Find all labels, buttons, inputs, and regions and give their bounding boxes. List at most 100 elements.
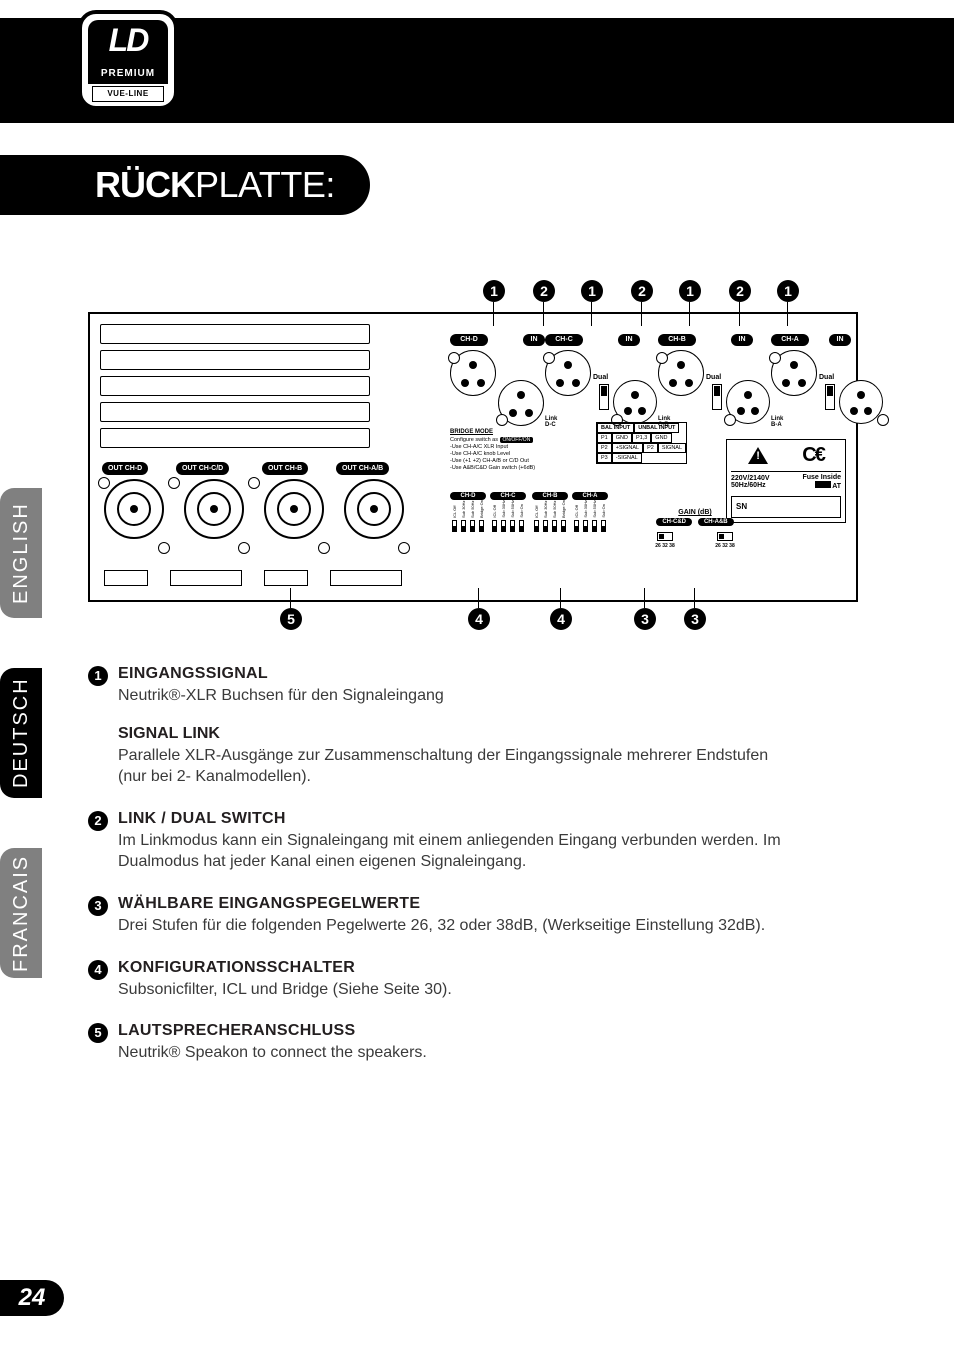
mount-hole-icon <box>318 542 330 554</box>
pinout-box <box>104 570 148 586</box>
callout-3: 3 <box>634 608 656 630</box>
speakon-label: OUT CH-C/D <box>176 462 229 475</box>
lang-tab-francais[interactable]: FRANCAIS <box>0 848 42 978</box>
dip-block-a: CH-A ICL OffSub 30HzSub 50HzSub On <box>572 492 608 534</box>
warning-icon <box>748 447 768 464</box>
xlr-group-d: CH-D IN LinkD-C <box>450 334 545 429</box>
dual-label: Dual <box>593 374 608 381</box>
item-title: LINK / DUAL SWITCH <box>118 810 858 828</box>
callout-2: 2 <box>729 280 751 302</box>
page-number: 24 <box>0 1280 64 1316</box>
xlr-group-b: CH-B IN Dual LinkB-A <box>658 334 753 429</box>
item-body: Im Linkmodus kann ein Signaleingang mit … <box>118 830 858 873</box>
speakon-connector-icon <box>344 479 404 539</box>
bullet-3: 3 <box>88 896 108 916</box>
item-body: Neutrik®-XLR Buchsen für den Signaleinga… <box>118 685 858 707</box>
callout-3: 3 <box>684 608 706 630</box>
dual-switch-icon <box>712 384 722 410</box>
dip-block-b: CH-B ICL OffSub 30HzSub 50HzBridge On <box>532 492 568 534</box>
vent-slot <box>100 324 370 344</box>
gain-switch-icon <box>717 532 733 541</box>
speakon-connector-icon <box>264 479 324 539</box>
dip-block-c: CH-C ICL OffSub 30HzSub 50HzSub On <box>490 492 526 534</box>
mount-hole-icon <box>248 477 260 489</box>
speakon-label: OUT CH-A/B <box>336 462 389 475</box>
gain-switch-icon <box>657 532 673 541</box>
speakon-connector-icon <box>104 479 164 539</box>
in-label: IN <box>618 334 640 346</box>
dual-label: Dual <box>819 374 834 381</box>
callout-2: 2 <box>533 280 555 302</box>
xlr-label: CH-D <box>450 334 488 346</box>
vent-slot <box>100 350 370 370</box>
dual-label: Dual <box>706 374 721 381</box>
callout-1: 1 <box>679 280 701 302</box>
item-4: 4 KONFIGURATIONSSCHALTER Subsonicfilter,… <box>88 959 858 1001</box>
callout-4: 4 <box>468 608 490 630</box>
item-5: 5 LAUTSPRECHERANSCHLUSS Neutrik® Speakon… <box>88 1022 858 1064</box>
bullet-5: 5 <box>88 1023 108 1043</box>
in-label: IN <box>829 334 851 346</box>
item-subtitle: SIGNAL LINK <box>118 725 858 743</box>
dip-block-d: CH-D ICL OffSub 30HzSub 50HzBridge On <box>450 492 486 534</box>
dual-switch-icon <box>825 384 835 410</box>
callout-4: 4 <box>550 608 572 630</box>
item-body: Drei Stufen für die folgenden Pegelwerte… <box>118 915 858 937</box>
callout-1: 1 <box>483 280 505 302</box>
item-2: 2 LINK / DUAL SWITCH Im Linkmodus kann e… <box>88 810 858 873</box>
xlr-label: CH-A <box>771 334 809 346</box>
bullet-1: 1 <box>88 666 108 686</box>
content-body: 1 EINGANGSSIGNAL Neutrik®-XLR Buchsen fü… <box>88 665 858 1086</box>
mount-hole-icon <box>238 542 250 554</box>
bullet-4: 4 <box>88 960 108 980</box>
in-label: IN <box>731 334 753 346</box>
item-3: 3 WÄHLBARE EINGANGSPEGELWERTE Drei Stufe… <box>88 895 858 937</box>
xlr-tab-icon <box>496 414 508 426</box>
vent-slot <box>100 428 370 448</box>
item-title: LAUTSPRECHERANSCHLUSS <box>118 1022 858 1040</box>
mount-hole-icon <box>98 477 110 489</box>
callout-1: 1 <box>581 280 603 302</box>
xlr-label: CH-C <box>545 334 583 346</box>
item-title: KONFIGURATIONSSCHALTER <box>118 959 858 977</box>
vent-slot <box>100 402 370 422</box>
bullet-2: 2 <box>88 811 108 831</box>
pinout-box <box>330 570 402 586</box>
logo-main: LD <box>88 20 168 64</box>
in-label: IN <box>523 334 545 346</box>
item-title: WÄHLBARE EINGANGSPEGELWERTE <box>118 895 858 913</box>
item-title: EINGANGSSIGNAL <box>118 665 858 683</box>
xlr-tab-icon <box>656 352 668 364</box>
bridge-heading: BRIDGE MODE <box>450 429 590 437</box>
gain-block: GAIN (dB) CH-C&D CH-A&B 26 32 38 26 32 3… <box>635 509 755 549</box>
callout-5: 5 <box>280 608 302 630</box>
lang-tab-deutsch[interactable]: DEUTSCH <box>0 668 42 798</box>
xlr-group-c: CH-C IN Dual LinkC-B <box>545 334 640 429</box>
item-body: Subsonicfilter, ICL und Bridge (Siehe Se… <box>118 979 858 1001</box>
title-bold: RÜCK <box>95 164 195 206</box>
callout-1: 1 <box>777 280 799 302</box>
item-subbody: Parallele XLR-Ausgänge zur Zusammenschal… <box>118 745 858 788</box>
bridge-mode-text: BRIDGE MODE Configure switch as ON/OFF/O… <box>450 429 590 473</box>
xlr-tab-icon <box>543 352 555 364</box>
lang-tab-english[interactable]: ENGLISH <box>0 488 42 618</box>
callout-2: 2 <box>631 280 653 302</box>
logo-sub: VUE-LINE <box>92 86 164 102</box>
xlr-group-a: CH-A IN Dual <box>771 334 851 429</box>
xlr-tab-icon <box>724 414 736 426</box>
brand-logo: LD PREMIUM VUE-LINE <box>78 10 178 110</box>
pinout-box <box>170 570 242 586</box>
xlr-tab-icon <box>448 352 460 364</box>
title-light: PLATTE: <box>195 164 335 206</box>
page-title: RÜCKPLATTE: <box>0 155 370 215</box>
dual-switch-icon <box>599 384 609 410</box>
xlr-tab-icon <box>769 352 781 364</box>
logo-mid: PREMIUM <box>88 64 168 84</box>
vent-slot <box>100 376 370 396</box>
item-body: Neutrik® Speakon to connect the speakers… <box>118 1042 858 1064</box>
mount-hole-icon <box>398 542 410 554</box>
mount-hole-icon <box>158 542 170 554</box>
speakon-connector-icon <box>184 479 244 539</box>
xlr-tab-icon <box>877 414 889 426</box>
xlr-label: CH-B <box>658 334 696 346</box>
